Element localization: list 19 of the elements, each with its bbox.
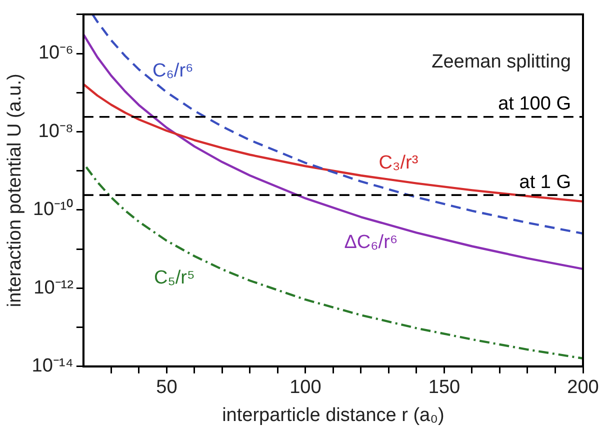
series-label: C₅/r⁵: [154, 267, 195, 288]
x-tick-label: 100: [290, 377, 322, 398]
y-axis-title: interaction potential U (a.u.): [4, 74, 26, 308]
y-tick-label: 10⁻⁸: [38, 120, 74, 142]
y-tick-label: 10⁻⁶: [38, 42, 74, 64]
x-tick-label: 50: [156, 377, 178, 398]
y-tick-label: 10⁻¹⁰: [32, 198, 74, 220]
x-tick-label: 200: [567, 377, 599, 398]
line-series: [91, 14, 583, 235]
series-label: ΔC₆/r⁶: [344, 232, 398, 254]
series-label: C₆/r⁶: [152, 60, 194, 82]
annotation: Zeeman splitting: [432, 52, 571, 73]
x-tick-label: 150: [428, 377, 460, 398]
y-tick-label: 10⁻¹⁴: [32, 356, 74, 377]
x-axis-title: interparticle distance r (a₀): [222, 404, 444, 426]
ref-line-label: at 1 G: [519, 172, 571, 193]
y-tick-label: 10⁻¹²: [34, 277, 74, 298]
series-label: C₃/r³: [378, 152, 418, 174]
ref-line-label: at 100 G: [498, 94, 571, 115]
